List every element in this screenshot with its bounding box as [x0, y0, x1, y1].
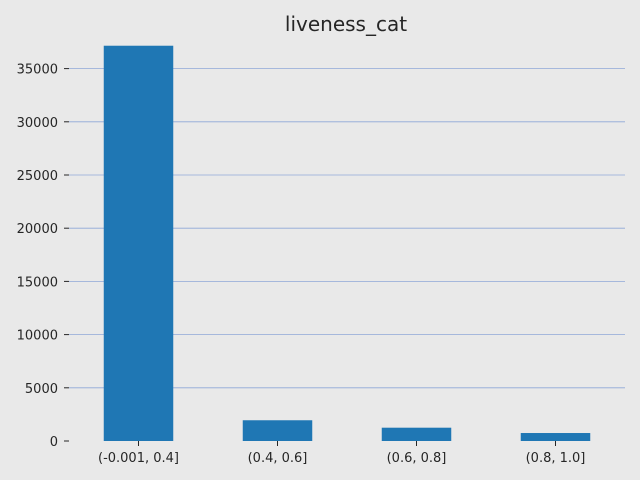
bar — [242, 420, 313, 441]
bar — [520, 433, 591, 441]
y-tick-label: 5000 — [25, 382, 58, 397]
y-tick-label: 20000 — [17, 222, 58, 237]
y-axis: 0 5000 10000 15000 20000 25000 30000 35000 — [17, 63, 69, 450]
x-tick-label: (0.8, 1.0] — [526, 451, 586, 466]
y-tick-label: 0 — [50, 435, 58, 450]
y-tick-label: 30000 — [17, 116, 58, 131]
bar — [381, 427, 452, 441]
y-tick-label: 15000 — [17, 275, 58, 290]
bar — [103, 45, 174, 441]
chart-title: liveness_cat — [285, 12, 407, 36]
x-tick-label: (0.4, 0.6] — [248, 451, 308, 466]
y-tick-label: 10000 — [17, 329, 58, 344]
bars — [103, 45, 591, 441]
y-tick-label: 25000 — [17, 169, 58, 184]
x-axis: (-0.001, 0.4] (0.4, 0.6] (0.6, 0.8] (0.8, 1… — [98, 441, 585, 466]
x-tick-label: (-0.001, 0.4] — [98, 451, 179, 466]
y-tick-label: 35000 — [17, 63, 58, 78]
x-tick-label: (0.6, 0.8] — [387, 451, 447, 466]
